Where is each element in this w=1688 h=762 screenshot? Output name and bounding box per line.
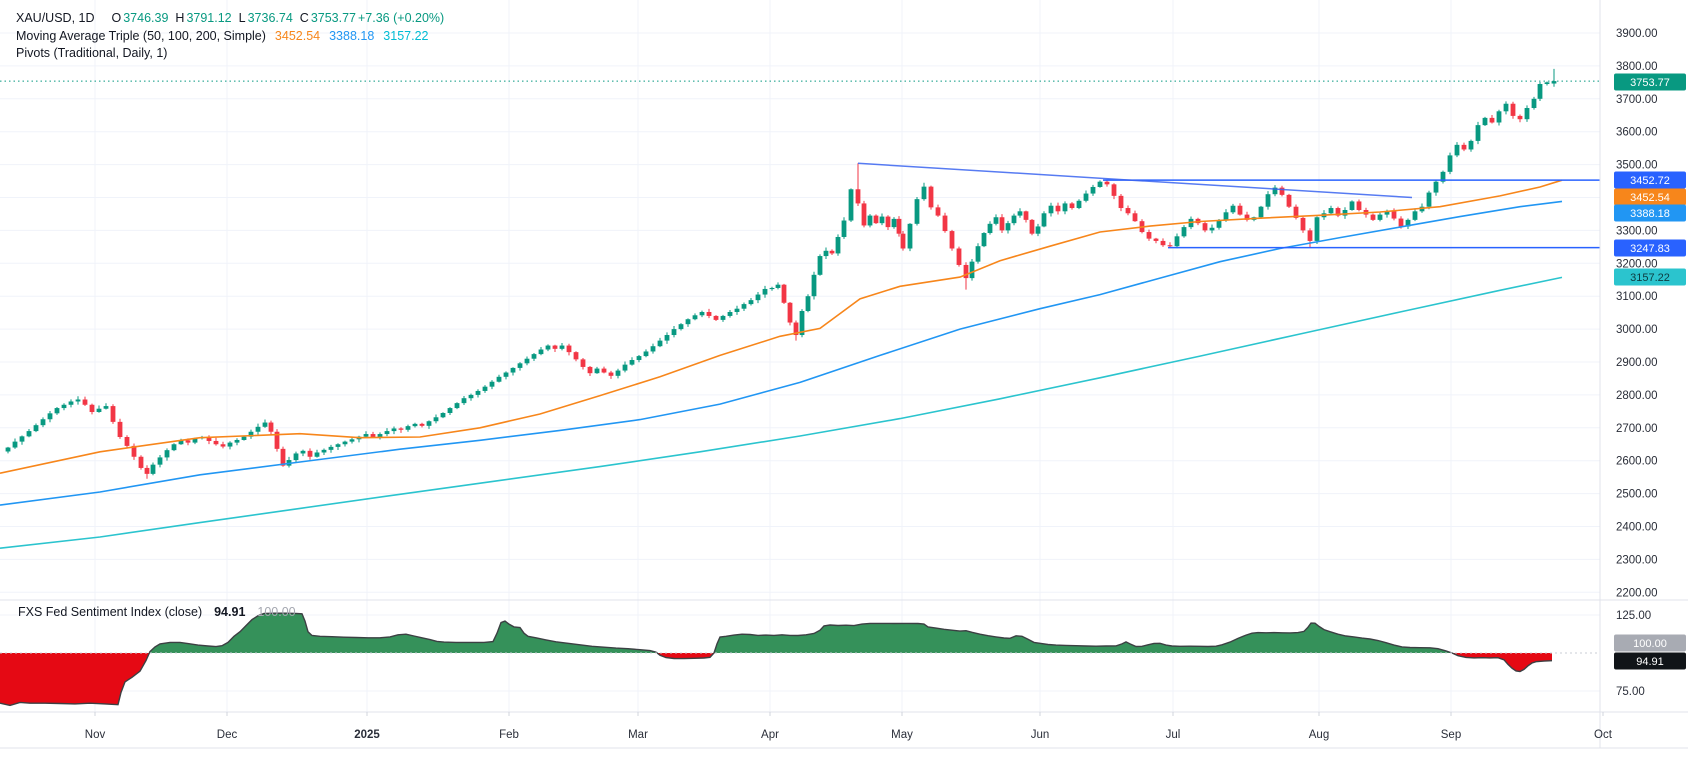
sentiment-badge-100.00: 100.00 — [1614, 634, 1686, 652]
time-scale-axis[interactable] — [0, 712, 1688, 748]
price-scale-labels: 3900.00 3800.00 3700.00 3600.00 3500.00 3300.… — [1616, 28, 1658, 698]
svg-text:3388.18: 3388.18 — [1630, 208, 1670, 220]
svg-text:3800.00: 3800.00 — [1616, 61, 1658, 73]
svg-text:May: May — [891, 729, 913, 741]
candlestick-series — [5, 68, 1557, 479]
price-badge-3452.72: 3452.72 — [1614, 171, 1686, 189]
svg-text:3000.00: 3000.00 — [1616, 324, 1658, 336]
svg-text:Nov: Nov — [85, 729, 106, 741]
sentiment-baseline-value: 100.00 — [257, 605, 296, 619]
sentiment-indicator-label: FXS Fed Sentiment Index (close) — [18, 605, 203, 619]
sentiment-legend[interactable]: FXS Fed Sentiment Index (close) 94.91 100.… — [18, 605, 296, 619]
close-label: C — [299, 11, 309, 25]
descending-trendline[interactable] — [857, 162, 1413, 199]
gridlines — [0, 0, 1600, 712]
svg-text:3200.00: 3200.00 — [1616, 258, 1658, 270]
price-badge-3753.77: 3753.77 — [1614, 73, 1686, 91]
open-label: O — [111, 11, 122, 25]
svg-text:3300.00: 3300.00 — [1616, 225, 1658, 237]
ma200-line — [0, 276, 1563, 549]
sentiment-close-value: 94.91 — [214, 605, 246, 619]
svg-text:3500.00: 3500.00 — [1616, 160, 1658, 172]
svg-text:2025: 2025 — [354, 729, 380, 741]
ma50-value: 3452.54 — [274, 28, 321, 43]
price-pane[interactable] — [0, 0, 1600, 600]
chart-legend: XAU/USD, 1D O 3746.39 H 3791.12 L 3736.74 C 3753… — [16, 10, 444, 63]
legend-symbol-row[interactable]: XAU/USD, 1D O 3746.39 H 3791.12 L 3736.74 C 3753… — [16, 10, 444, 28]
svg-text:3452.72: 3452.72 — [1630, 175, 1670, 187]
svg-text:3157.22: 3157.22 — [1630, 272, 1670, 284]
svg-text:3452.54: 3452.54 — [1630, 192, 1670, 204]
svg-text:100.00: 100.00 — [1633, 638, 1667, 650]
ma200-value: 3157.22 — [383, 28, 429, 43]
price-badge-3157.22: 3157.22 — [1614, 268, 1686, 286]
svg-text:Jul: Jul — [1166, 729, 1181, 741]
svg-text:2900.00: 2900.00 — [1616, 357, 1658, 369]
ma-indicator-label: Moving Average Triple (50, 100, 200, Sim… — [16, 28, 266, 43]
high-label: H — [175, 11, 185, 25]
svg-text:Feb: Feb — [499, 729, 519, 741]
ma100-value: 3388.18 — [329, 28, 375, 43]
svg-text:Mar: Mar — [628, 729, 648, 741]
legend-pivots-row[interactable]: Pivots (Traditional, Daily, 1) — [16, 45, 444, 63]
svg-text:94.91: 94.91 — [1636, 656, 1664, 668]
svg-text:2300.00: 2300.00 — [1616, 554, 1658, 566]
svg-text:2800.00: 2800.00 — [1616, 390, 1658, 402]
svg-text:Oct: Oct — [1594, 729, 1613, 741]
svg-text:3247.83: 3247.83 — [1630, 243, 1670, 255]
svg-text:3100.00: 3100.00 — [1616, 291, 1658, 303]
svg-text:Aug: Aug — [1309, 729, 1329, 741]
price-badge-3388.18: 3388.18 — [1614, 204, 1686, 222]
svg-text:Sep: Sep — [1441, 729, 1461, 741]
time-scale-labels: Nov Dec 2025 Feb Mar Apr May Jun Jul Aug Sep Oct — [85, 712, 1613, 741]
close-value: 3753.77 — [310, 11, 356, 25]
svg-text:3600.00: 3600.00 — [1616, 127, 1658, 139]
ma50-line — [0, 179, 1563, 474]
high-value: 3791.12 — [186, 11, 232, 25]
legend-ma-row[interactable]: Moving Average Triple (50, 100, 200, Sim… — [16, 28, 444, 46]
svg-text:2500.00: 2500.00 — [1616, 489, 1658, 501]
svg-text:3700.00: 3700.00 — [1616, 94, 1658, 106]
ma100-line — [0, 200, 1563, 506]
price-badge-3452.54: 3452.54 — [1614, 188, 1686, 206]
change-value: +7.36 (+0.20%) — [358, 11, 445, 25]
price-scale-axis[interactable] — [1600, 0, 1688, 712]
pivots-indicator-label: Pivots (Traditional, Daily, 1) — [16, 46, 168, 60]
svg-text:2600.00: 2600.00 — [1616, 456, 1658, 468]
svg-text:2400.00: 2400.00 — [1616, 522, 1658, 534]
sentiment-badge-94.91: 94.91 — [1614, 652, 1686, 670]
open-value: 3746.39 — [123, 11, 169, 25]
low-value: 3736.74 — [247, 11, 293, 25]
symbol-title: XAU/USD, 1D — [16, 11, 95, 25]
svg-text:2700.00: 2700.00 — [1616, 423, 1658, 435]
sentiment-area-positive — [0, 613, 1552, 653]
low-label: L — [238, 11, 246, 25]
svg-text:125.00: 125.00 — [1616, 610, 1651, 622]
svg-text:3900.00: 3900.00 — [1616, 28, 1658, 40]
svg-text:Dec: Dec — [217, 729, 238, 741]
svg-text:75.00: 75.00 — [1616, 686, 1645, 698]
svg-text:2200.00: 2200.00 — [1616, 587, 1658, 599]
svg-text:3753.77: 3753.77 — [1630, 77, 1670, 89]
svg-text:Apr: Apr — [761, 729, 779, 741]
svg-text:Jun: Jun — [1031, 729, 1050, 741]
price-badge-3247.83: 3247.83 — [1614, 239, 1686, 257]
sentiment-line — [0, 612, 1553, 707]
